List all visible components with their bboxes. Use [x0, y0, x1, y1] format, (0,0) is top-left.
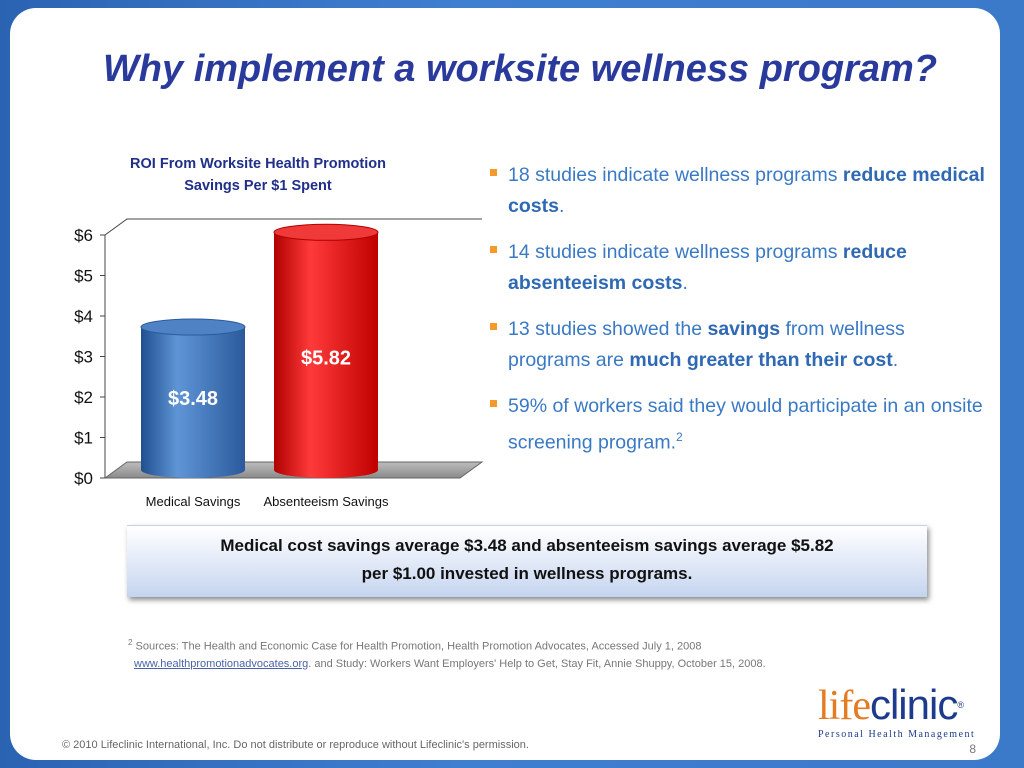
chart-title: ROI From Worksite Health Promotion Savin… [88, 153, 428, 197]
bullet-emphasis: savings [707, 318, 781, 340]
sources-footnote: 2 Sources: The Health and Economic Case … [128, 634, 988, 673]
bullet-emphasis: reduce absenteeism costs [508, 241, 907, 294]
y-tick-label: $5 [74, 267, 93, 286]
page-number: 8 [969, 742, 976, 756]
roi-bar-chart: $0 $1 $2 $3 $4 $5 $6 $3.48 $5.82 Medical Savings A… [74, 218, 484, 509]
y-tick-label: $1 [74, 429, 93, 448]
sources-line-2: www.healthpromotionadvocates.org. and St… [128, 656, 988, 673]
bullet-text: 18 studies indicate wellness programs [508, 164, 843, 186]
bullet-text-end: . [892, 349, 899, 371]
bullet-item: 13 studies showed the savings from welln… [488, 314, 988, 376]
slide-title: Why implement a worksite wellness progra… [102, 48, 938, 90]
bullet-marker [490, 169, 497, 176]
summary-line-2: per $1.00 invested in wellness programs. [361, 564, 693, 583]
logo-tagline: Personal Health Management [818, 729, 976, 740]
bullet-marker [490, 246, 497, 253]
bullet-text: 13 studies showed the [508, 318, 708, 340]
bar-medical [141, 327, 245, 478]
bullet-item: 59% of workers said they would participa… [488, 391, 988, 459]
bullet-text-end: . [682, 272, 688, 294]
footnote-number: 2 [128, 638, 133, 647]
summary-callout: Medical cost savings average $3.48 and a… [127, 525, 927, 597]
bar-top-1 [273, 223, 379, 241]
bullet-list: 18 studies indicate wellness programs re… [488, 160, 988, 474]
chart-title-line1: ROI From Worksite Health Promotion [130, 156, 386, 172]
y-tick-label: $3 [74, 348, 93, 367]
slide: Why implement a worksite wellness progra… [10, 8, 1000, 760]
y-tick-label: $6 [74, 226, 93, 245]
footnote-ref: 2 [676, 430, 683, 444]
bullet-text-end: . [558, 195, 565, 217]
bar-top-0 [140, 318, 246, 336]
bullet-emphasis: reduce medical costs [508, 164, 985, 217]
data-label: $3.48 [168, 388, 218, 410]
bar-absenteeism [274, 232, 378, 478]
logo-registered: ® [957, 700, 964, 710]
sources-link[interactable]: www.healthpromotionadvocates.org [134, 657, 309, 670]
sources-text: Sources: The Health and Economic Case fo… [135, 640, 702, 653]
bullet-marker [490, 323, 497, 330]
sources-line-1: 2 Sources: The Health and Economic Case … [128, 634, 988, 656]
copyright-notice: © 2010 Lifeclinic International, Inc. Do… [62, 739, 529, 751]
x-category-label: Medical Savings [146, 494, 241, 509]
summary-line-1: Medical cost savings average $3.48 and a… [220, 536, 834, 555]
bullet-item: 14 studies indicate wellness programs re… [488, 237, 988, 299]
y-tick-label: $2 [74, 388, 93, 407]
data-label: $5.82 [301, 347, 351, 369]
lifeclinic-logo: lifeclinic® Personal Health Management [818, 681, 994, 741]
y-tick-label: $0 [74, 469, 93, 488]
logo-clinic: clinic [869, 681, 958, 728]
sources-text-2: . and Study: Workers Want Employers' Hel… [308, 657, 766, 670]
bullet-text: 14 studies indicate wellness programs [508, 241, 843, 263]
bullet-text: 59% of workers said they would participa… [508, 395, 983, 454]
bullet-marker [490, 400, 497, 407]
bullet-text-mid: from wellness programs are [508, 318, 905, 371]
bullet-emphasis-2: much greater than their cost [629, 349, 893, 371]
x-category-label: Absenteeism Savings [263, 494, 389, 509]
bullet-item: 18 studies indicate wellness programs re… [488, 160, 988, 222]
y-tick-label: $4 [74, 307, 93, 326]
logo-life: life [818, 683, 871, 729]
chart-title-line2: Savings Per $1 Spent [184, 178, 332, 194]
